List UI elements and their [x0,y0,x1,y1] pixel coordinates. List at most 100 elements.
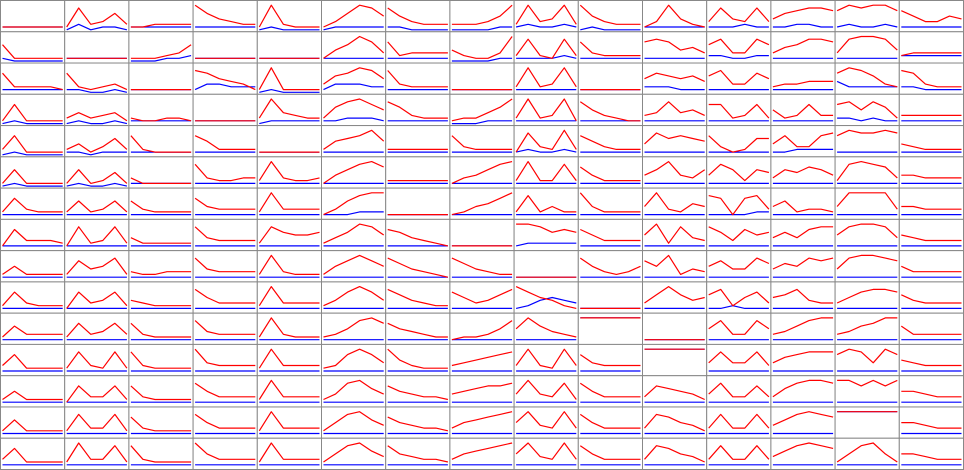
red-line [708,135,769,153]
red-line [194,413,256,429]
blue-line [323,26,384,31]
red-line [323,286,385,307]
red-line [901,453,962,460]
red-line [516,223,577,233]
red-line [644,192,705,213]
blue-line [2,57,63,62]
red-line [579,257,641,275]
red-line [130,299,192,307]
red-line [644,223,705,244]
red-line [901,390,962,398]
red-line [2,169,63,184]
red-line [451,442,513,460]
red-line [2,44,63,59]
red-line [708,163,770,182]
red-line [772,166,834,179]
red-line [258,98,320,119]
red-line [515,67,577,88]
red-line [644,385,705,401]
red-line [836,101,898,119]
blue-line [451,57,513,62]
red-line [194,135,256,150]
red-line [836,442,898,463]
red-line [515,348,577,369]
red-line [2,390,63,401]
red-line [258,226,320,244]
red-line [2,72,63,91]
blue-line [772,23,834,28]
red-line [900,325,962,335]
red-line [258,442,320,463]
red-line [708,7,770,23]
blue-line [901,86,962,91]
red-line [772,288,834,304]
panel-frame [64,93,130,127]
red-line [901,69,962,88]
red-line [194,226,256,242]
red-line [387,257,449,278]
red-line [708,103,770,119]
blue-line [2,120,63,125]
red-line [387,445,449,463]
red-line [901,10,962,23]
red-line [515,286,577,309]
red-line [451,288,513,304]
red-line [708,257,770,270]
red-line [708,351,770,366]
red-line [708,320,770,335]
blue-line [451,26,513,31]
red-line [515,442,577,460]
blue-line [708,305,769,309]
red-line [66,413,128,432]
red-line [708,288,770,307]
red-line [901,52,962,57]
red-line [323,67,385,85]
red-line [323,129,385,150]
red-line [387,101,448,119]
red-line [66,291,128,309]
red-line [451,320,513,341]
red-line [194,69,256,91]
red-line [194,348,256,367]
blue-line [323,211,384,216]
red-line [579,192,641,213]
blue-line [66,120,128,125]
red-line [836,317,898,335]
red-line [323,192,384,216]
red-line [387,41,448,57]
red-line [258,254,320,275]
red-line [66,257,128,275]
red-line [66,169,128,184]
red-line [323,98,384,119]
red-line [66,226,128,247]
red-line [387,416,449,432]
red-line [451,351,513,367]
red-line [837,379,898,387]
red-line [836,288,898,304]
blue-line [708,211,769,216]
blue-line [130,55,192,62]
red-line [579,354,641,367]
red-line [66,72,128,91]
blue-line [259,120,320,125]
red-line [194,320,256,335]
red-line [258,161,320,182]
red-line [451,382,513,395]
red-line [579,445,641,460]
blue-line [515,23,577,28]
red-line [580,135,641,150]
red-line [387,70,448,88]
red-line [901,205,962,210]
panel-frame [192,62,258,95]
red-line [708,69,770,85]
red-line [66,322,128,338]
red-line [323,317,384,338]
red-line [2,135,63,153]
red-line [2,354,63,369]
red-line [130,177,192,184]
blue-line [66,151,127,156]
red-line [323,411,384,432]
red-line [515,4,577,25]
red-line [387,7,448,25]
red-line [130,44,192,59]
